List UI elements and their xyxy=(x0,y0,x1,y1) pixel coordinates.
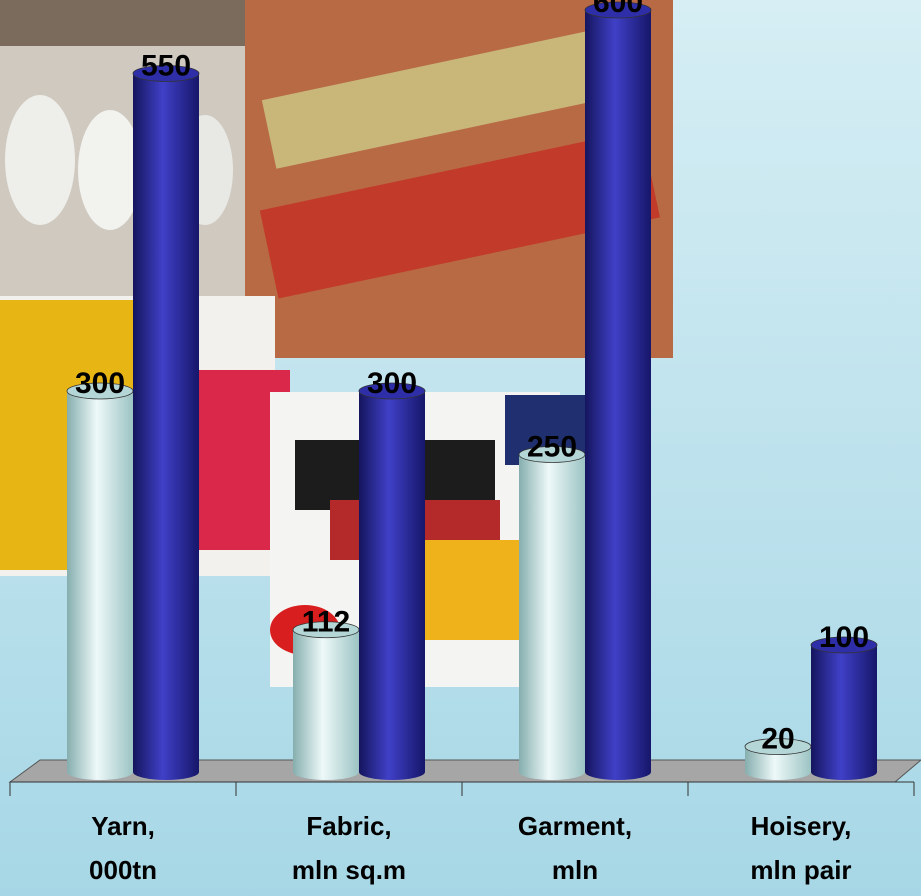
bar-part xyxy=(293,764,359,780)
bar-part xyxy=(293,630,359,772)
bar-part xyxy=(585,10,651,772)
value-label: 112 xyxy=(302,606,350,639)
page: Yarn, 000tn Fabric, mln sq.m Garment, mln Hois… xyxy=(0,0,921,896)
photo-detail xyxy=(5,95,75,225)
x-tick-label: Fabric, xyxy=(306,811,391,841)
bar-part xyxy=(811,764,877,780)
bar-part xyxy=(67,391,133,772)
bar xyxy=(293,622,359,780)
bar-part xyxy=(359,391,425,772)
value-label: 20 xyxy=(761,723,794,756)
bar-part xyxy=(359,764,425,780)
bar-part xyxy=(519,764,585,780)
bar xyxy=(133,66,199,781)
value-label: 300 xyxy=(367,367,417,400)
chart: Yarn, 000tn Fabric, mln sq.m Garment, mln Hois… xyxy=(0,0,921,896)
x-tick-label: Hoisery, xyxy=(751,811,852,841)
x-tick-label: Yarn, xyxy=(91,811,155,841)
bar xyxy=(519,447,585,781)
bar-part xyxy=(519,455,585,773)
bar xyxy=(811,637,877,780)
bar xyxy=(585,2,651,780)
x-tick-label: Garment, xyxy=(518,811,632,841)
value-label: 600 xyxy=(593,0,643,19)
x-tick-label: mln pair xyxy=(750,855,851,885)
bar-part xyxy=(67,764,133,780)
value-label: 300 xyxy=(75,367,125,400)
bar-part xyxy=(133,74,199,773)
bar xyxy=(67,383,133,780)
bar-part xyxy=(811,645,877,772)
value-label: 250 xyxy=(527,430,577,463)
value-label: 550 xyxy=(141,49,191,82)
bar-part xyxy=(745,764,811,780)
x-tick-label: mln sq.m xyxy=(292,855,406,885)
x-tick-label: 000tn xyxy=(89,855,157,885)
photo-detail xyxy=(78,110,142,230)
bar-part xyxy=(585,764,651,780)
bar xyxy=(359,383,425,780)
x-tick-label: mln xyxy=(552,855,598,885)
value-label: 100 xyxy=(819,621,869,654)
bar-part xyxy=(133,764,199,780)
